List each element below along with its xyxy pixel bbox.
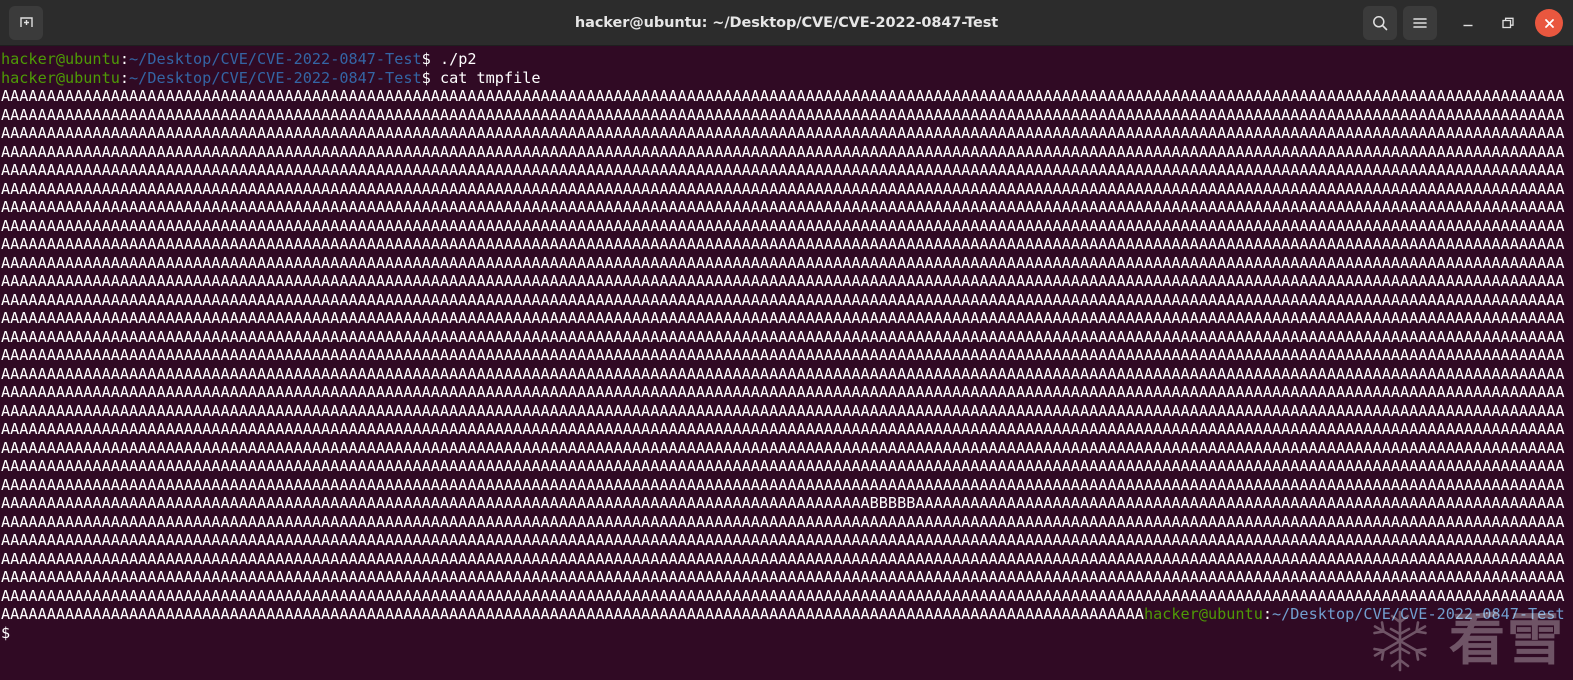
new-tab-button[interactable]	[9, 5, 43, 40]
close-button[interactable]	[1535, 9, 1563, 37]
terminal-fill: AAAAAAAAAAAAAAAAAAAAAAAAAAAAAAAAAAAAAAAA…	[1, 586, 1565, 605]
terminal-output-line: AAAAAAAAAAAAAAAAAAAAAAAAAAAAAAAAAAAAAAAA…	[1, 513, 1573, 532]
terminal-fill: AAAAAAAAAAAAAAAAAAAAAAAAAAAAAAAAAAAAAAAA…	[1, 531, 1565, 549]
terminal-output-line: AAAAAAAAAAAAAAAAAAAAAAAAAAAAAAAAAAAAAAAA…	[1, 143, 1573, 162]
terminal-output-line: AAAAAAAAAAAAAAAAAAAAAAAAAAAAAAAAAAAAAAAA…	[1, 531, 1573, 550]
terminal-fill: AAAAAAAAAAAAAAAAAAAAAAAAAAAAAAAAAAAAAAAA…	[1, 142, 1565, 161]
terminal-command-line: hacker@ubuntu:~/Desktop/CVE/CVE-2022-084…	[1, 50, 1573, 69]
terminal-output-line: AAAAAAAAAAAAAAAAAAAAAAAAAAAAAAAAAAAAAAAA…	[1, 439, 1573, 458]
terminal-output-line: AAAAAAAAAAAAAAAAAAAAAAAAAAAAAAAAAAAAAAAA…	[1, 309, 1573, 328]
terminal-fill: AAAAAAAAAAAAAAAAAAAAAAAAAAAAAAAAAAAAAAAA…	[1, 124, 1565, 142]
search-icon	[1373, 16, 1388, 31]
terminal-fill: AAAAAAAAAAAAAAAAAAAAAAAAAAAAAAAAAAAAAAAA…	[1, 327, 1565, 346]
terminal-output-line: AAAAAAAAAAAAAAAAAAAAAAAAAAAAAAAAAAAAAAAA…	[1, 328, 1573, 347]
terminal-output-line: AAAAAAAAAAAAAAAAAAAAAAAAAAAAAAAAAAAAAAAA…	[1, 568, 1573, 587]
terminal-fill: AAAAAAAAAAAAAAAAAAAAAAAAAAAAAAAAAAAAAAAA…	[1, 216, 1565, 235]
terminal-command-line: hacker@ubuntu:~/Desktop/CVE/CVE-2022-084…	[1, 69, 1573, 88]
terminal-output-line: AAAAAAAAAAAAAAAAAAAAAAAAAAAAAAAAAAAAAAAA…	[1, 87, 1573, 106]
prompt-sigil: $	[421, 50, 431, 68]
terminal-fill: AAAAAAAAAAAAAAAAAAAAAAAAAAAAAAAAAAAAAAAA…	[1, 438, 1565, 457]
terminal-output-line: AAAAAAAAAAAAAAAAAAAAAAAAAAAAAAAAAAAAAAAA…	[1, 476, 1573, 495]
terminal-fill: AAAAAAAAAAAAAAAAAAAAAAAAAAAAAAAAAAAAAAAA…	[1, 346, 1565, 364]
terminal-output-line: AAAAAAAAAAAAAAAAAAAAAAAAAAAAAAAAAAAAAAAA…	[1, 587, 1573, 606]
window-title: hacker@ubuntu: ~/Desktop/CVE/CVE-2022-08…	[574, 15, 999, 31]
terminal-fill: AAAAAAAAAAAAAAAAAAAAAAAAAAAAAAAAAAAAAAAA…	[1, 161, 1565, 179]
terminal-fill: AAAAAAAAAAAAAAAAAAAAAAAAAAAAAAAAAAAAAAAA…	[1, 179, 1565, 198]
terminal-fill: AAAAAAAAAAAAAAAAAAAAAAAAAAAAAAAAAAAAAAAA…	[1, 272, 1565, 290]
terminal-fill: AAAAAAAAAAAAAAAAAAAAAAAAAAAAAAAAAAAAAAAA…	[1, 605, 1144, 623]
prompt-colon: :	[1262, 605, 1272, 623]
terminal-tail-prompt-line: AAAAAAAAAAAAAAAAAAAAAAAAAAAAAAAAAAAAAAAA…	[1, 605, 1573, 624]
terminal-injected-fill: AAAAAAAAAAAAAAAAAAAAAAAAAAAAAAAAAAAAAAAA…	[1, 494, 1565, 512]
prompt-user: hacker@ubuntu	[1, 50, 120, 68]
terminal-command: cat tmpfile	[430, 68, 541, 87]
new-tab-icon	[19, 17, 33, 27]
terminal-output-line: AAAAAAAAAAAAAAAAAAAAAAAAAAAAAAAAAAAAAAAA…	[1, 124, 1573, 143]
terminal-output-line: AAAAAAAAAAAAAAAAAAAAAAAAAAAAAAAAAAAAAAAA…	[1, 254, 1573, 273]
prompt-sigil: $	[421, 68, 431, 87]
terminal-output-line: AAAAAAAAAAAAAAAAAAAAAAAAAAAAAAAAAAAAAAAA…	[1, 217, 1573, 236]
terminal-fill: AAAAAAAAAAAAAAAAAAAAAAAAAAAAAAAAAAAAAAAA…	[1, 475, 1565, 494]
terminal-output-line: AAAAAAAAAAAAAAAAAAAAAAAAAAAAAAAAAAAAAAAA…	[1, 198, 1573, 217]
search-button[interactable]	[1363, 6, 1397, 40]
terminal-injected-line: AAAAAAAAAAAAAAAAAAAAAAAAAAAAAAAAAAAAAAAA…	[1, 494, 1573, 513]
prompt-colon: :	[119, 50, 130, 68]
terminal-fill: AAAAAAAAAAAAAAAAAAAAAAAAAAAAAAAAAAAAAAAA…	[1, 512, 1565, 531]
terminal-output-line: AAAAAAAAAAAAAAAAAAAAAAAAAAAAAAAAAAAAAAAA…	[1, 180, 1573, 199]
window-titlebar: hacker@ubuntu: ~/Desktop/CVE/CVE-2022-08…	[0, 0, 1573, 46]
terminal-output: hacker@ubuntu:~/Desktop/CVE/CVE-2022-084…	[1, 50, 1573, 642]
terminal-prompt-sigil: $	[1, 623, 20, 642]
terminal-fill: AAAAAAAAAAAAAAAAAAAAAAAAAAAAAAAAAAAAAAAA…	[1, 309, 1565, 327]
terminal-fill: AAAAAAAAAAAAAAAAAAAAAAAAAAAAAAAAAAAAAAAA…	[1, 290, 1565, 309]
prompt-path: ~/Desktop/CVE/CVE-2022-0847-Test	[1272, 605, 1565, 623]
terminal-output-line: AAAAAAAAAAAAAAAAAAAAAAAAAAAAAAAAAAAAAAAA…	[1, 161, 1573, 180]
terminal-fill: AAAAAAAAAAAAAAAAAAAAAAAAAAAAAAAAAAAAAAAA…	[1, 420, 1565, 438]
prompt-user: hacker@ubuntu	[1, 68, 120, 87]
titlebar-left-group	[0, 5, 43, 40]
terminal-fill: AAAAAAAAAAAAAAAAAAAAAAAAAAAAAAAAAAAAAAAA…	[1, 383, 1565, 401]
terminal-screen[interactable]: hacker@ubuntu:~/Desktop/CVE/CVE-2022-084…	[0, 46, 1573, 680]
prompt-path: ~/Desktop/CVE/CVE-2022-0847-Test	[129, 50, 422, 68]
minimize-icon	[1463, 24, 1473, 27]
terminal-output-line: AAAAAAAAAAAAAAAAAAAAAAAAAAAAAAAAAAAAAAAA…	[1, 550, 1573, 569]
terminal-output-line: AAAAAAAAAAAAAAAAAAAAAAAAAAAAAAAAAAAAAAAA…	[1, 346, 1573, 365]
prompt-user: hacker@ubuntu	[1143, 605, 1263, 623]
terminal-output-line: AAAAAAAAAAAAAAAAAAAAAAAAAAAAAAAAAAAAAAAA…	[1, 402, 1573, 421]
terminal-fill: AAAAAAAAAAAAAAAAAAAAAAAAAAAAAAAAAAAAAAAA…	[1, 198, 1565, 216]
terminal-fill: AAAAAAAAAAAAAAAAAAAAAAAAAAAAAAAAAAAAAAAA…	[1, 568, 1565, 586]
terminal-output-line: AAAAAAAAAAAAAAAAAAAAAAAAAAAAAAAAAAAAAAAA…	[1, 291, 1573, 310]
hamburger-menu-icon	[1413, 18, 1427, 28]
terminal-output-line: AAAAAAAAAAAAAAAAAAAAAAAAAAAAAAAAAAAAAAAA…	[1, 272, 1573, 291]
terminal-fill: AAAAAAAAAAAAAAAAAAAAAAAAAAAAAAAAAAAAAAAA…	[1, 364, 1565, 383]
terminal-fill: AAAAAAAAAAAAAAAAAAAAAAAAAAAAAAAAAAAAAAAA…	[1, 457, 1565, 475]
minimize-button[interactable]	[1451, 6, 1485, 40]
terminal-command: ./p2	[430, 50, 477, 68]
terminal-output-line: AAAAAAAAAAAAAAAAAAAAAAAAAAAAAAAAAAAAAAAA…	[1, 235, 1573, 254]
terminal-output-line: AAAAAAAAAAAAAAAAAAAAAAAAAAAAAAAAAAAAAAAA…	[1, 383, 1573, 402]
terminal-final-prompt-line: $	[1, 624, 1573, 643]
terminal-output-line: AAAAAAAAAAAAAAAAAAAAAAAAAAAAAAAAAAAAAAAA…	[1, 457, 1573, 476]
terminal-output-line: AAAAAAAAAAAAAAAAAAAAAAAAAAAAAAAAAAAAAAAA…	[1, 420, 1573, 439]
terminal-fill: AAAAAAAAAAAAAAAAAAAAAAAAAAAAAAAAAAAAAAAA…	[1, 253, 1565, 272]
terminal-fill: AAAAAAAAAAAAAAAAAAAAAAAAAAAAAAAAAAAAAAAA…	[1, 401, 1565, 420]
terminal-fill: AAAAAAAAAAAAAAAAAAAAAAAAAAAAAAAAAAAAAAAA…	[1, 105, 1565, 124]
prompt-path: ~/Desktop/CVE/CVE-2022-0847-Test	[129, 68, 422, 87]
prompt-colon: :	[119, 68, 130, 87]
terminal-fill: AAAAAAAAAAAAAAAAAAAAAAAAAAAAAAAAAAAAAAAA…	[1, 87, 1565, 105]
close-icon	[1544, 18, 1554, 28]
terminal-fill: AAAAAAAAAAAAAAAAAAAAAAAAAAAAAAAAAAAAAAAA…	[1, 549, 1565, 568]
terminal-output-line: AAAAAAAAAAAAAAAAAAAAAAAAAAAAAAAAAAAAAAAA…	[1, 106, 1573, 125]
restore-icon	[1502, 17, 1514, 29]
terminal-fill: AAAAAAAAAAAAAAAAAAAAAAAAAAAAAAAAAAAAAAAA…	[1, 235, 1565, 253]
maximize-button[interactable]	[1491, 6, 1525, 40]
titlebar-right-group	[1363, 0, 1565, 46]
terminal-output-line: AAAAAAAAAAAAAAAAAAAAAAAAAAAAAAAAAAAAAAAA…	[1, 365, 1573, 384]
menu-button[interactable]	[1403, 6, 1437, 40]
